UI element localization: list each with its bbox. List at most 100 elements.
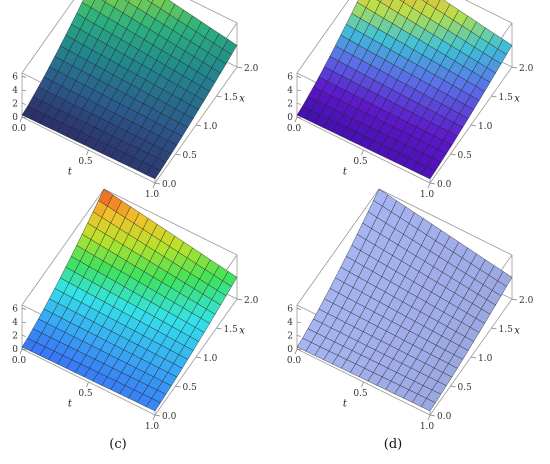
x-tick-label: 2.0 <box>244 64 259 74</box>
x-tick <box>216 327 222 330</box>
surface-plot-d: 0 2 4 6 0.0 0.5 1.0 t 0.0 0.5 1.0 1.5 2.0 x (d) <box>287 188 534 452</box>
x-tick <box>175 153 181 156</box>
t-tick <box>86 149 89 156</box>
z-tick-label: 4 <box>287 86 293 96</box>
x-tick <box>175 385 181 388</box>
surface-cell <box>420 166 436 180</box>
x-tick-label: 1.0 <box>203 354 218 364</box>
z-tick <box>296 335 302 337</box>
surface-mesh <box>21 0 238 180</box>
t-tick-label: 1.0 <box>420 422 435 432</box>
surface-plot-c: 0 2 4 6 0.0 0.5 1.0 t 0.0 0.5 1.0 1.5 2.0 x (c) <box>12 188 259 452</box>
z-tick <box>296 116 302 119</box>
z-tick <box>296 76 302 78</box>
x-tick <box>154 182 161 185</box>
t-axis-title: t <box>343 399 348 410</box>
bounding-box-edge <box>464 0 513 24</box>
t-tick <box>361 381 364 388</box>
x-tick <box>450 153 456 156</box>
z-tick-label: 2 <box>287 99 293 109</box>
t-tick <box>152 414 156 421</box>
x-tick-label: 0.0 <box>437 412 452 422</box>
x-tick-label: 1.5 <box>499 325 514 335</box>
x-tick-label: 0.0 <box>162 180 177 190</box>
t-tick <box>361 149 364 156</box>
x-tick-label: 2.0 <box>244 296 259 306</box>
x-axis-title: x <box>239 93 245 104</box>
x-axis-title: x <box>514 93 520 104</box>
x-tick <box>450 385 456 388</box>
bounding-box-edge <box>103 188 238 256</box>
bounding-box-edge <box>189 0 238 24</box>
z-tick-label: 6 <box>12 304 18 314</box>
x-axis-title: x <box>239 325 245 336</box>
x-tick-label: 1.0 <box>478 122 493 132</box>
x-tick <box>195 356 202 359</box>
t-tick <box>152 182 156 189</box>
z-tick <box>21 76 27 78</box>
t-tick-label: 1.0 <box>145 422 160 432</box>
bounding-box-edge <box>21 188 105 306</box>
z-tick-label: 0 <box>12 345 18 355</box>
z-tick <box>21 103 27 105</box>
x-tick-label: 1.5 <box>499 93 514 103</box>
x-tick-label: 1.0 <box>203 122 218 132</box>
x-tick <box>491 95 497 98</box>
z-tick <box>21 308 27 310</box>
x-tick-label: 1.0 <box>478 354 493 364</box>
x-tick-label: 1.5 <box>224 93 239 103</box>
x-tick <box>511 66 518 69</box>
panel-caption: (c) <box>109 437 126 452</box>
x-tick <box>236 66 243 69</box>
x-tick <box>470 356 477 359</box>
t-tick <box>294 116 298 123</box>
x-tick <box>429 182 436 185</box>
x-tick-label: 0.0 <box>162 412 177 422</box>
t-tick-label: 0.5 <box>353 157 368 167</box>
x-tick <box>470 124 477 127</box>
t-tick-label: 0.0 <box>12 356 27 366</box>
x-tick <box>236 298 243 301</box>
x-tick-label: 0.5 <box>458 383 473 393</box>
bounding-box-edge <box>296 0 350 74</box>
bounding-box-edge <box>378 188 513 256</box>
z-tick-label: 6 <box>287 304 293 314</box>
z-tick <box>21 89 27 92</box>
x-tick <box>216 95 222 98</box>
z-tick <box>296 348 302 351</box>
t-axis-title: t <box>68 399 73 410</box>
z-tick-label: 0 <box>287 345 293 355</box>
z-tick <box>21 321 27 324</box>
z-tick-label: 2 <box>287 331 293 341</box>
surface-mesh <box>21 188 238 412</box>
z-tick-label: 2 <box>12 99 18 109</box>
surface-cell <box>145 398 161 412</box>
surface-mesh <box>296 188 513 412</box>
z-tick-label: 4 <box>287 318 293 328</box>
t-tick-label: 0.0 <box>12 124 27 134</box>
z-tick-label: 0 <box>12 113 18 123</box>
t-tick-label: 0.5 <box>78 157 93 167</box>
x-tick-label: 0.5 <box>183 383 198 393</box>
t-tick-label: 0.5 <box>78 389 93 399</box>
x-tick <box>195 124 202 127</box>
z-tick-label: 2 <box>12 331 18 341</box>
t-tick-label: 1.0 <box>420 190 435 200</box>
x-tick-label: 0.5 <box>458 151 473 161</box>
z-tick <box>21 348 27 351</box>
z-tick-label: 4 <box>12 318 18 328</box>
x-axis-title: x <box>514 325 520 336</box>
x-tick <box>491 327 497 330</box>
z-tick-label: 4 <box>12 86 18 96</box>
t-tick <box>19 348 23 355</box>
t-tick-label: 1.0 <box>145 190 160 200</box>
surface-mesh <box>296 0 513 180</box>
x-tick-label: 0.0 <box>437 180 452 190</box>
t-tick <box>427 182 431 189</box>
z-tick <box>296 103 302 105</box>
x-tick-label: 2.0 <box>519 296 534 306</box>
z-tick <box>296 89 302 92</box>
